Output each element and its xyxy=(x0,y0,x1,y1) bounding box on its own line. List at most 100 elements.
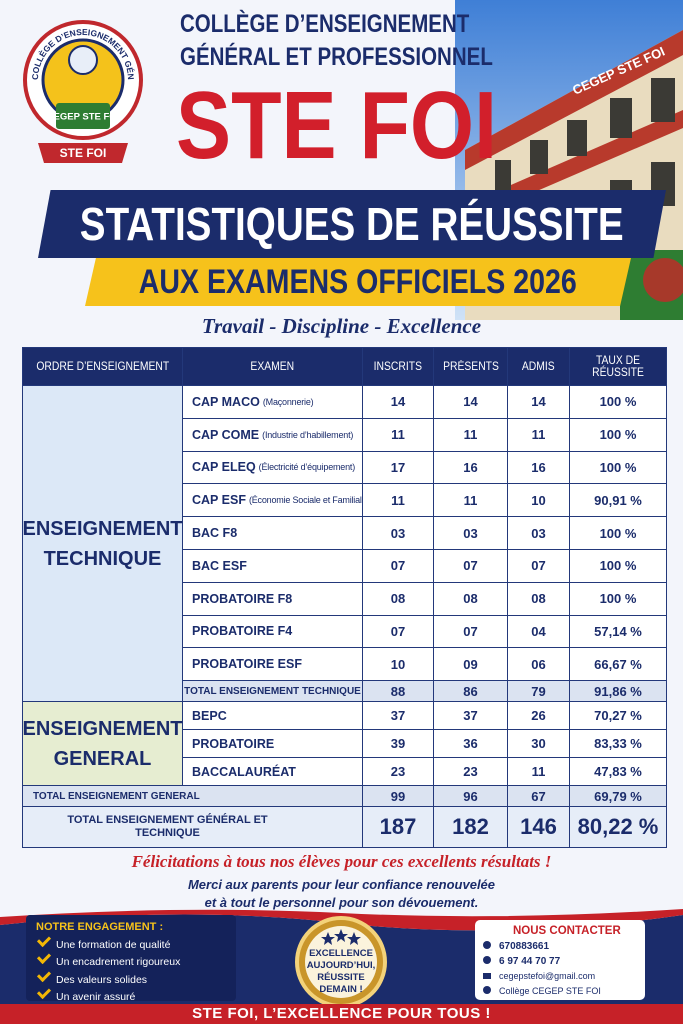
value-cell: 07 xyxy=(362,549,434,583)
value-cell: 03 xyxy=(507,516,570,550)
value-text: 37 xyxy=(390,708,406,724)
subtotal-label: TOTAL ENSEIGNEMENT TECHNIQUE xyxy=(182,680,363,703)
exam-cell: BACCALAURÉAT xyxy=(182,757,363,787)
column-header: PRÉSENTS xyxy=(433,347,508,386)
subtotal-cell: 69,79 % xyxy=(569,785,667,808)
engagement-title: NOTRE ENGAGEMENT : xyxy=(36,921,164,933)
contact-title: NOUS CONTACTER xyxy=(513,925,621,937)
title-banner xyxy=(38,190,666,258)
column-header-text: TAUX DE RÉUSSITE xyxy=(592,354,644,379)
value-cell: 03 xyxy=(433,516,508,550)
value-text: 11 xyxy=(531,764,546,780)
exam-note: (Électricité d’équipement) xyxy=(258,462,356,473)
value-cell: 09 xyxy=(433,647,508,682)
value-cell: 08 xyxy=(433,581,508,616)
value-cell: 11 xyxy=(433,417,508,452)
value-text: 09 xyxy=(463,656,478,672)
exam-cell: PROBATOIRE F4 xyxy=(182,614,363,649)
column-header-text: EXAMEN xyxy=(250,360,295,373)
subtotal-cell: 91,86 % xyxy=(569,680,667,703)
value-cell: 08 xyxy=(362,581,434,616)
contact-text: Collège CEGEP STE FOI xyxy=(499,986,601,996)
value-text: 23 xyxy=(390,764,406,780)
engagement-text: Des valeurs solides xyxy=(56,973,148,986)
value-cell: 07 xyxy=(433,614,508,649)
value-text: 100 % xyxy=(599,427,637,443)
value-cell: 26 xyxy=(507,701,570,731)
check-icon xyxy=(36,949,52,965)
value-cell: 11 xyxy=(433,483,508,518)
value-cell: 37 xyxy=(433,701,508,731)
contact-item: 6 97 44 70 77 xyxy=(483,954,637,969)
exam-name: BACCALAURÉAT xyxy=(192,764,296,779)
value-cell: 04 xyxy=(507,614,570,649)
subtotal-text: 79 xyxy=(531,683,546,699)
school-name: STE FOI xyxy=(176,72,498,179)
value-text: 07 xyxy=(463,558,478,574)
seal xyxy=(295,916,387,1006)
contact-item: cegepstefoi@gmail.com xyxy=(483,969,637,984)
exam-note: (Industrie d’habillement) xyxy=(262,429,354,440)
value-cell: 11 xyxy=(362,417,434,452)
value-text: 23 xyxy=(463,764,478,780)
seal-text: EXCELLENCE AUJOURD’HUI, RÉUSSITE DEMAIN … xyxy=(306,948,376,995)
subtotal-text: 99 xyxy=(390,788,406,804)
exam-name: PROBATOIRE F4 xyxy=(192,624,293,639)
facebook-icon xyxy=(483,986,491,994)
exam-cell: PROBATOIRE F8 xyxy=(182,581,363,616)
value-cell: 39 xyxy=(362,729,434,759)
exam-cell: BAC F8 xyxy=(182,516,363,550)
value-text: 100 % xyxy=(599,591,637,607)
value-text: 07 xyxy=(390,623,406,639)
value-text: 37 xyxy=(463,708,478,724)
exam-name: PROBATOIRE xyxy=(192,736,275,751)
value-cell: 16 xyxy=(507,450,570,485)
engagement-text: Une formation de qualité xyxy=(56,938,171,951)
value-cell: 100 % xyxy=(569,581,667,616)
value-cell: 06 xyxy=(507,647,570,682)
value-cell: 90,91 % xyxy=(569,483,667,518)
value-text: 10 xyxy=(531,492,546,508)
value-text: 39 xyxy=(390,736,406,752)
grand-total-cell: 187 xyxy=(362,806,434,849)
value-cell: 57,14 % xyxy=(569,614,667,649)
value-text: 90,91 % xyxy=(594,492,642,508)
value-text: 30 xyxy=(531,736,546,752)
value-text: 03 xyxy=(463,525,478,541)
contact-text: 6 97 44 70 77 xyxy=(499,956,561,967)
value-text: 07 xyxy=(390,558,406,574)
motto: Travail - Discipline - Excellence xyxy=(201,314,482,338)
title-text: STATISTIQUES DE RÉUSSITE xyxy=(80,198,624,250)
exam-name: CAP MACO xyxy=(192,394,260,409)
column-header-text: INSCRITS xyxy=(373,360,423,373)
column-header: TAUX DE RÉUSSITE xyxy=(569,347,667,386)
subtotal-cell: 96 xyxy=(433,785,508,808)
exam-name: CAP ESF xyxy=(192,493,246,508)
mail-icon xyxy=(483,973,491,979)
exam-cell: PROBATOIRE xyxy=(182,729,363,759)
value-cell: 11 xyxy=(362,483,434,518)
exam-cell: CAP ELEQ (Électricité d’équipement) xyxy=(182,450,363,485)
subtotal-cell: 86 xyxy=(433,680,508,703)
group-label: ENSEIGNEMENT TECHNIQUE xyxy=(22,385,183,703)
value-cell: 30 xyxy=(507,729,570,759)
value-text: 14 xyxy=(390,394,406,410)
subtotal-cell: 79 xyxy=(507,680,570,703)
value-text: 100 % xyxy=(599,459,637,475)
engagement-item: Un encadrement rigoureux xyxy=(36,949,226,971)
value-text: 07 xyxy=(463,623,478,639)
exam-cell: PROBATOIRE ESF xyxy=(182,647,363,682)
value-text: 11 xyxy=(463,492,478,508)
exam-note: (Économie Sociale et Familiale) xyxy=(248,495,370,506)
value-cell: 83,33 % xyxy=(569,729,667,759)
subtotal-text: 86 xyxy=(463,683,478,699)
exam-name: BAC F8 xyxy=(192,526,238,541)
value-cell: 100 % xyxy=(569,549,667,583)
value-text: 16 xyxy=(531,459,546,475)
engagement-item: Une formation de qualité xyxy=(36,932,226,954)
grand-total-text: 146 xyxy=(520,814,557,840)
value-text: 36 xyxy=(463,736,478,752)
subtotal-label: TOTAL ENSEIGNEMENT GENERAL xyxy=(22,785,363,808)
value-cell: 03 xyxy=(362,516,434,550)
subtitle-text: AUX EXAMENS OFFICIELS 2026 xyxy=(138,262,578,301)
